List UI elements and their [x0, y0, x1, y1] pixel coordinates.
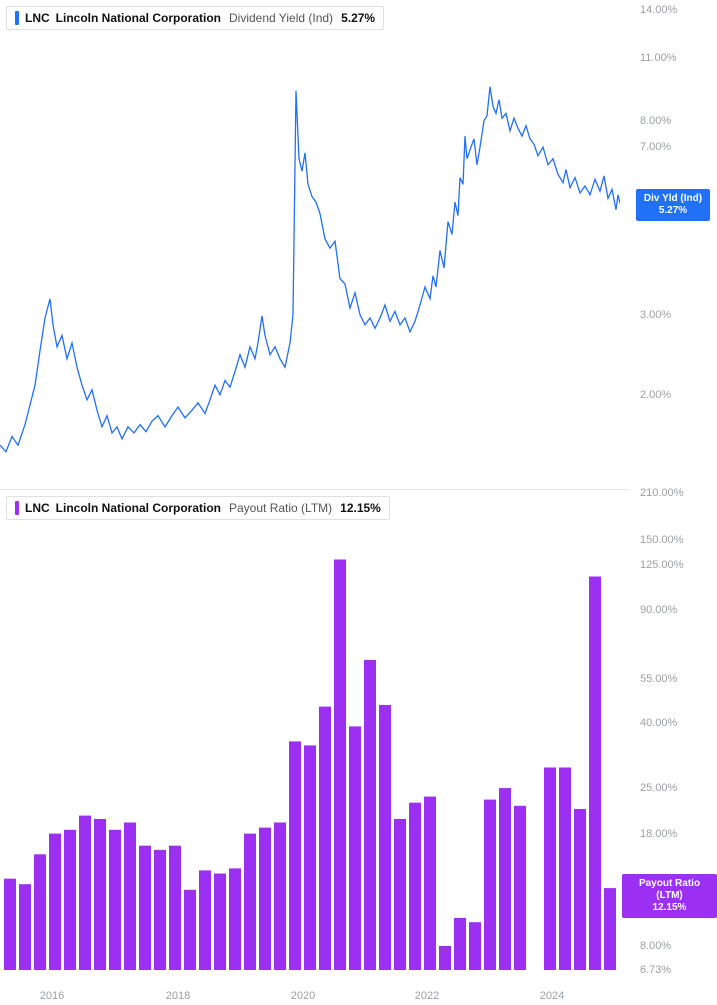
- chart1-company: Lincoln National Corporation: [56, 11, 221, 25]
- payout-ratio-bar: [214, 874, 226, 971]
- payout-ratio-bar: [109, 830, 121, 970]
- payout-ratio-bar: [349, 726, 361, 970]
- payout-ratio-bar: [364, 660, 376, 970]
- payout-ratio-bar: [544, 768, 556, 971]
- chart2-metric-label: Payout Ratio (LTM): [229, 501, 332, 515]
- payout-ratio-bar: [499, 788, 511, 970]
- payout-ratio-bar: [274, 823, 286, 971]
- payout-ratio-bar: [394, 819, 406, 970]
- payout-ratio-bar: [94, 819, 106, 970]
- chart2-ytick: 40.00%: [640, 717, 677, 729]
- chart2-ticker: LNC: [25, 501, 50, 515]
- chart1-value-badge: Div Yld (Ind) 5.27%: [636, 189, 710, 221]
- chart1-ytick: 11.00%: [640, 52, 677, 64]
- payout-ratio-bar: [34, 854, 46, 970]
- payout-ratio-bar: [289, 741, 301, 970]
- chart1-badge-line1: Div Yld (Ind): [642, 193, 704, 205]
- payout-ratio-bar: [184, 890, 196, 970]
- x-axis-tick: 2022: [415, 990, 439, 1002]
- payout-ratio-bar: [604, 888, 616, 970]
- payout-ratio-bar: [49, 834, 61, 970]
- chart2-ytick: 210.00%: [640, 487, 683, 499]
- chart1-ytick: 2.00%: [640, 389, 671, 401]
- chart2-ytick: 25.00%: [640, 782, 677, 794]
- chart1-header: LNC Lincoln National Corporation Dividen…: [6, 6, 384, 30]
- chart1-accent-mark: [15, 11, 19, 25]
- chart2-plot-area[interactable]: [0, 490, 620, 970]
- payout-ratio-chart: LNC Lincoln National Corporation Payout …: [0, 490, 717, 980]
- payout-ratio-bar: [259, 828, 271, 970]
- chart1-plot-area[interactable]: [0, 0, 620, 480]
- chart2-metric-value: 12.15%: [340, 501, 381, 515]
- payout-ratio-bar: [304, 745, 316, 970]
- chart2-badge-line2: 12.15%: [628, 902, 711, 914]
- payout-ratio-bar: [559, 768, 571, 971]
- payout-ratio-bar: [229, 868, 241, 970]
- dividend-yield-chart: LNC Lincoln National Corporation Dividen…: [0, 0, 717, 488]
- payout-ratio-bar: [4, 879, 16, 970]
- chart1-ytick: 3.00%: [640, 309, 671, 321]
- chart2-ytick: 18.00%: [640, 828, 677, 840]
- payout-ratio-bar: [169, 846, 181, 970]
- chart1-metric-value: 5.27%: [341, 11, 375, 25]
- payout-ratio-bar: [514, 806, 526, 970]
- chart2-ytick: 6.73%: [640, 964, 671, 976]
- chart2-ytick: 8.00%: [640, 940, 671, 952]
- payout-ratio-bar: [439, 946, 451, 970]
- payout-ratio-bar: [319, 707, 331, 970]
- payout-ratio-bar: [379, 705, 391, 970]
- chart1-ytick: 7.00%: [640, 141, 671, 153]
- x-axis-tick: 2020: [291, 990, 315, 1002]
- x-axis-tick: 2018: [166, 990, 190, 1002]
- payout-ratio-bar: [124, 823, 136, 971]
- chart2-header: LNC Lincoln National Corporation Payout …: [6, 496, 390, 520]
- chart1-ytick: 8.00%: [640, 115, 671, 127]
- payout-ratio-bar: [79, 816, 91, 970]
- chart1-svg: [0, 0, 620, 480]
- payout-ratio-bar: [199, 870, 211, 970]
- chart1-metric-label: Dividend Yield (Ind): [229, 11, 333, 25]
- payout-ratio-bar: [19, 884, 31, 970]
- chart2-accent-mark: [15, 501, 19, 515]
- chart2-ytick: 125.00%: [640, 559, 683, 571]
- chart2-ytick: 55.00%: [640, 673, 677, 685]
- chart2-svg: [0, 490, 620, 970]
- payout-ratio-bar: [454, 918, 466, 970]
- payout-ratio-bar: [154, 850, 166, 970]
- payout-ratio-bar: [589, 577, 601, 971]
- payout-ratio-bar: [139, 846, 151, 970]
- payout-ratio-bar: [574, 809, 586, 970]
- chart1-ticker: LNC: [25, 11, 50, 25]
- chart2-value-badge: Payout Ratio (LTM) 12.15%: [622, 874, 717, 918]
- chart2-company: Lincoln National Corporation: [56, 501, 221, 515]
- payout-ratio-bar: [484, 800, 496, 970]
- shared-x-axis: 2016 2018 2020 2022 2024: [0, 978, 620, 1002]
- payout-ratio-bar: [244, 834, 256, 970]
- chart1-ytick: 14.00%: [640, 4, 677, 16]
- chart2-ytick: 150.00%: [640, 534, 683, 546]
- chart2-badge-line1: Payout Ratio (LTM): [628, 878, 711, 902]
- payout-ratio-bar: [424, 797, 436, 970]
- x-axis-tick: 2024: [540, 990, 564, 1002]
- payout-ratio-bar: [64, 830, 76, 970]
- payout-ratio-bar: [409, 803, 421, 970]
- payout-ratio-bar: [469, 922, 481, 970]
- chart2-ytick: 90.00%: [640, 604, 677, 616]
- chart1-badge-line2: 5.27%: [642, 205, 704, 217]
- dividend-yield-line: [0, 87, 620, 452]
- x-axis-tick: 2016: [40, 990, 64, 1002]
- payout-ratio-bar: [334, 560, 346, 971]
